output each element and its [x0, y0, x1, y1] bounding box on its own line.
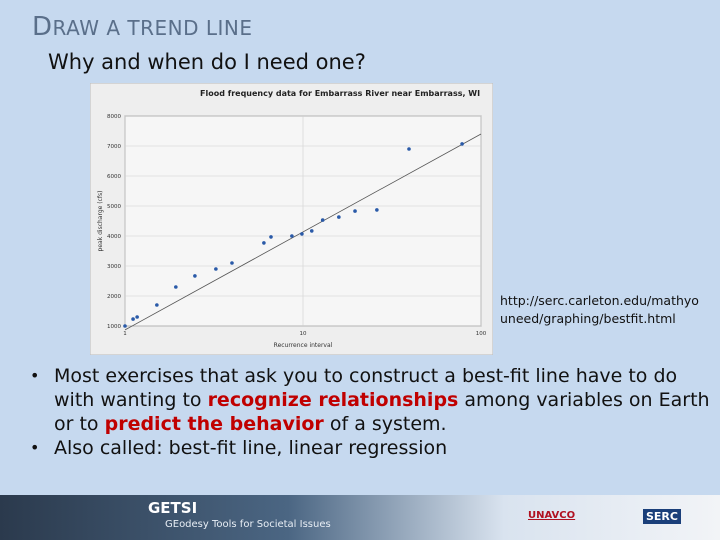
source-url[interactable]: http://serc.carleton.edu/mathyouneed/gra…: [500, 293, 699, 326]
bullet-list: Most exercises that ask you to construct…: [30, 364, 710, 460]
x-axis-label: Recurrence interval: [274, 342, 333, 349]
slide-title: DRAW A TREND LINE: [32, 12, 253, 42]
emphasis-text: predict the behavior: [104, 413, 324, 435]
x-tick-label: 1: [123, 331, 127, 337]
bullet: Also called: best-fit line, linear regre…: [30, 436, 710, 460]
data-point: [460, 142, 464, 146]
trend-line: [124, 133, 482, 331]
data-point: [123, 324, 127, 328]
y-tick-label: 4000: [107, 234, 121, 240]
footer-logo[interactable]: UNAVCO: [528, 510, 576, 521]
emphasis-text: recognize relationships: [207, 389, 459, 411]
y-tick-label: 3000: [107, 264, 121, 270]
bullet-text: of a system.: [323, 413, 447, 435]
slide-subtitle: Why and when do I need one?: [48, 50, 366, 74]
data-point: [193, 274, 197, 278]
data-point: [353, 209, 357, 213]
x-tick-label: 100: [476, 331, 487, 337]
y-tick-label: 8000: [107, 114, 121, 120]
data-point: [131, 317, 135, 321]
data-point: [337, 215, 341, 219]
data-point: [174, 285, 178, 289]
data-point: [262, 241, 266, 245]
y-tick-label: 1000: [107, 324, 121, 330]
footer-logo[interactable]: SERC: [643, 509, 681, 524]
y-tick-label: 6000: [107, 174, 121, 180]
bullet: Most exercises that ask you to construct…: [30, 364, 710, 436]
y-axis-label: peak discharge (cfs): [97, 191, 104, 252]
data-point: [300, 232, 304, 236]
y-tick-label: 7000: [107, 144, 121, 150]
y-tick-label: 5000: [107, 204, 121, 210]
bullet-text: among variables on Earth or to: [54, 389, 710, 435]
bullet-text: Also called: best-fit line, linear regre…: [54, 437, 448, 459]
data-point: [269, 235, 273, 239]
y-tick-label: 2000: [107, 294, 121, 300]
data-point: [230, 261, 234, 265]
x-tick-label: 10: [300, 331, 307, 337]
bullet-text: Most exercises that ask you to construct…: [54, 365, 678, 411]
data-point: [155, 303, 159, 307]
footer-brand: GETSI: [148, 499, 198, 517]
chart: Flood frequency data for Embarrass River…: [90, 83, 493, 355]
chart-title: Flood frequency data for Embarrass River…: [200, 89, 480, 98]
data-point: [309, 229, 314, 233]
data-point: [320, 218, 325, 222]
footer-banner: GETSI GEodesy Tools for Societal Issues …: [0, 495, 720, 540]
data-point: [375, 208, 379, 212]
footer-tagline: GEodesy Tools for Societal Issues: [165, 519, 331, 530]
data-point: [135, 315, 139, 319]
data-point: [290, 234, 294, 238]
data-point: [214, 267, 218, 271]
data-point: [407, 147, 411, 151]
